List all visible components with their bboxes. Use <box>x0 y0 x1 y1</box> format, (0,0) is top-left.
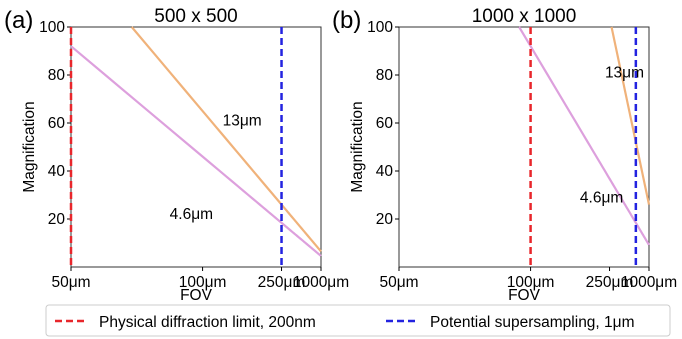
y-axis-label: Magnification <box>21 101 38 192</box>
x-tick-label: 50μm <box>379 274 418 291</box>
x-axis-label: FOV <box>180 287 213 304</box>
panel-b: (b) 1000 x 1000 Magnification FOV 20 40 60… <box>332 6 677 304</box>
x-tick-label: 50μm <box>51 274 90 291</box>
chart-title: 1000 x 1000 <box>472 6 577 27</box>
series-annotation: 13μm <box>605 65 644 82</box>
chart-title: 500 x 500 <box>154 6 237 27</box>
series-line-4-6um <box>70 45 322 257</box>
series-annotation: 13μm <box>223 113 262 130</box>
series-line-13um <box>130 26 322 253</box>
x-tick-label: 250μm <box>586 274 634 291</box>
y-tick-label: 40 <box>376 163 394 180</box>
plot-area-frame <box>398 26 650 268</box>
panel-a: (a) 500 x 500 Magnification FOV 20 40 60 80… <box>4 6 349 304</box>
y-axis-label: Magnification <box>349 101 366 192</box>
x-tick-label: 250μm <box>258 274 306 291</box>
x-tick-label: 100μm <box>179 274 227 291</box>
y-tick-label: 20 <box>48 211 66 228</box>
y-tick-label: 60 <box>376 115 394 132</box>
plot-area-frame <box>70 26 322 268</box>
y-tick-label: 40 <box>48 163 66 180</box>
x-tick-label: 100μm <box>507 274 555 291</box>
legend-frame <box>45 304 671 337</box>
series-annotation: 4.6μm <box>170 206 213 223</box>
legend-label-diffraction: Physical diffraction limit, 200nm <box>99 314 316 331</box>
series-line-13um <box>610 26 651 205</box>
y-tick-label: 100 <box>367 19 393 36</box>
panel-label: (b) <box>332 7 361 34</box>
y-tick-label: 20 <box>376 211 394 228</box>
x-tick-label: 1000μm <box>293 274 349 291</box>
x-tick-label: 1000μm <box>621 274 677 291</box>
y-tick-label: 80 <box>48 67 66 84</box>
x-axis-label: FOV <box>508 287 541 304</box>
legend: Physical diffraction limit, 200nm Potent… <box>45 304 671 337</box>
y-tick-label: 100 <box>39 19 65 36</box>
panel-label: (a) <box>4 7 33 34</box>
y-tick-label: 60 <box>48 115 66 132</box>
legend-label-supersampling: Potential supersampling, 1μm <box>430 314 635 331</box>
series-line-4-6um <box>518 26 650 246</box>
y-tick-label: 80 <box>376 67 394 84</box>
series-annotation: 4.6μm <box>580 189 623 206</box>
